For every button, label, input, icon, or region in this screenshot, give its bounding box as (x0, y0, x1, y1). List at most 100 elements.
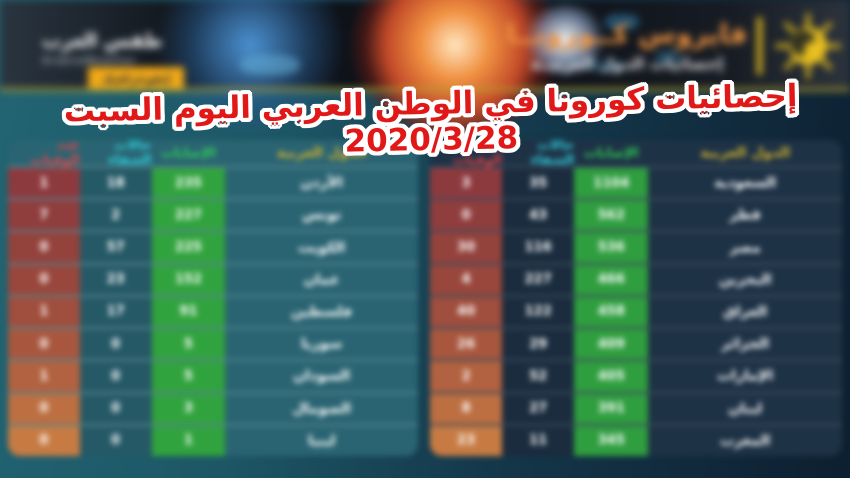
arabiaweather-logo: طقس العرب ArabiaWeather (42, 30, 162, 67)
table-row: الصومال 3 0 0 (8, 391, 418, 424)
recovered-count: 11 (502, 425, 575, 456)
cases-count: 536 (574, 232, 649, 263)
cases-count: 5 (151, 329, 226, 360)
table-row: الإمارات 405 52 2 (430, 359, 842, 392)
infographic-badge: إنفوغرافيك (88, 67, 184, 91)
deaths-count: 3 (430, 168, 503, 199)
country-name: السعودية (714, 175, 777, 192)
deaths-count: 1 (8, 361, 80, 392)
table-row: الأردن 235 18 1 (8, 166, 418, 199)
country-name: لبنان (728, 400, 763, 417)
table-header-row: الدول العربية الإصابات حالات الشفاء عدد … (430, 140, 842, 168)
cases-count: 235 (151, 168, 226, 199)
recovered-count: 29 (502, 329, 575, 360)
table-row: الجزائر 409 29 26 (430, 327, 842, 360)
deaths-count: 40 (430, 296, 503, 328)
recovered-count: 18 (79, 168, 152, 199)
recovered-count: 23 (79, 264, 152, 295)
stats-table-right: الدول العربية الإصابات حالات الشفاء عدد … (430, 140, 842, 456)
country-name: الأردن (300, 175, 343, 192)
table-row: تونس 227 2 7 (8, 198, 418, 231)
virus-icon (772, 10, 844, 82)
country-name: العراق (723, 303, 768, 320)
recovered-count: 2 (79, 200, 152, 231)
cases-count: 152 (151, 264, 226, 295)
cases-count: 409 (574, 329, 649, 360)
brand-subtitle: إحصائيات الدول العربيــة (530, 54, 724, 73)
deaths-count: 4 (430, 264, 503, 295)
recovered-count: 57 (79, 232, 152, 263)
country-name: المغرب (720, 432, 771, 449)
deaths-count: 1 (8, 296, 80, 328)
recovered-count: 27 (502, 393, 575, 424)
recovered-count: 0 (79, 329, 152, 360)
table-header-row: الدول العربية الإصابات حالات الشفاء عدد … (8, 140, 418, 168)
recovered-count: 0 (79, 393, 152, 424)
country-name: الصومال (292, 400, 352, 417)
deaths-count: 2 (430, 361, 503, 392)
virus-icon-glyph (775, 13, 841, 79)
header-banner: طقس العرب ArabiaWeather (0, 0, 850, 135)
cases-count: 405 (574, 361, 649, 392)
deaths-count: 0 (8, 425, 80, 456)
deaths-count: 23 (430, 425, 503, 456)
recovered-count: 0 (79, 425, 152, 456)
col-header-cases: الإصابات (161, 145, 216, 161)
blue-particle (585, 60, 625, 72)
col-header-country: الدول العربية (700, 145, 791, 161)
cases-count: 1 (151, 425, 226, 456)
cases-count: 91 (151, 296, 226, 328)
col-header-country: الدول العربية (276, 145, 367, 161)
cases-count: 225 (151, 232, 226, 263)
table-row: ليبيا 1 0 0 (8, 423, 418, 456)
col-header-deaths: عدد الوفيات (30, 140, 80, 168)
deaths-count: 30 (430, 232, 503, 263)
recovered-count: 43 (502, 200, 575, 231)
table-row: المغرب 345 11 23 (430, 423, 842, 456)
country-name: مصر (729, 239, 761, 256)
light-flash (520, 5, 610, 75)
col-header-recovered: حالات الشفاء (108, 140, 152, 168)
deaths-count: 26 (430, 329, 503, 360)
country-name: البحرين (718, 271, 772, 288)
cases-count: 5 (151, 361, 226, 392)
deaths-count: 0 (8, 232, 80, 263)
col-header-deaths: عدد الوفيات (452, 140, 503, 168)
table-row: عمان 152 23 0 (8, 262, 418, 295)
cases-count: 1104 (574, 168, 649, 199)
recovered-count: 17 (79, 296, 152, 328)
recovered-count: 35 (502, 168, 575, 199)
deaths-count: 0 (430, 200, 503, 231)
table-row: سوريا 5 0 0 (8, 327, 418, 360)
brand-text: فايروس كــورونــا إحصائيات الدول العربيـ… (507, 19, 747, 73)
col-header-cases: الإصابات (584, 145, 639, 161)
stats-table-left: الدول العربية الإصابات حالات الشفاء عدد … (8, 140, 418, 456)
deaths-count: 0 (8, 329, 80, 360)
country-name: عمان (303, 271, 340, 288)
table-row: مصر 536 116 30 (430, 230, 842, 263)
recovered-count: 52 (502, 361, 575, 392)
cases-count: 458 (574, 296, 649, 328)
country-name: السودان (293, 368, 351, 385)
cases-count: 562 (574, 200, 649, 231)
table-row: لبنان 391 27 8 (430, 391, 842, 424)
tables-area: الدول العربية الإصابات حالات الشفاء عدد … (0, 140, 850, 460)
table-row: السودان 5 0 1 (8, 359, 418, 392)
header-yellow-line (0, 88, 850, 91)
country-name: فلسطين (291, 303, 353, 320)
brand-block: فايروس كــورونــا إحصائيات الدول العربيـ… (507, 10, 844, 82)
table-row: فلسطين 91 17 1 (8, 294, 418, 328)
country-name: سوريا (301, 336, 343, 353)
cases-count: 391 (574, 393, 649, 424)
table-row: العراق 458 122 40 (430, 294, 842, 328)
recovered-count: 0 (79, 361, 152, 392)
deaths-count: 0 (8, 264, 80, 295)
cases-count: 345 (574, 425, 649, 456)
deaths-count: 8 (430, 393, 503, 424)
country-name: قطر (729, 207, 761, 224)
blue-particle (240, 55, 300, 75)
recovered-count: 122 (502, 296, 575, 328)
deaths-count: 7 (8, 200, 80, 231)
deaths-count: 1 (8, 168, 80, 199)
